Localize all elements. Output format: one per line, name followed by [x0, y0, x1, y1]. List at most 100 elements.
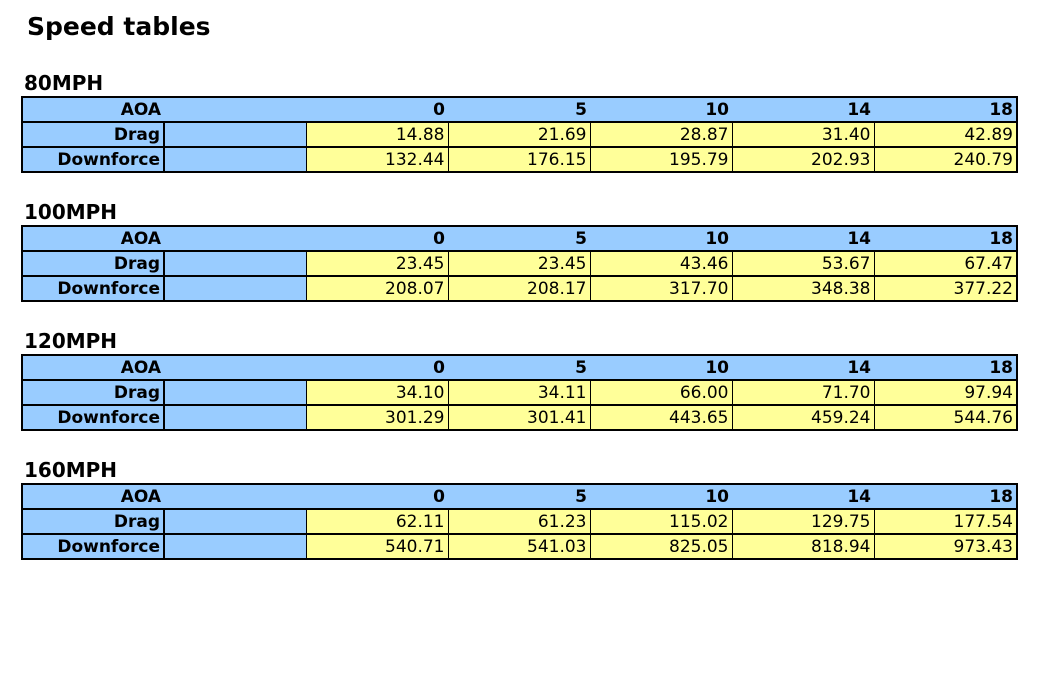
aoa-value: 10	[590, 355, 732, 380]
blank-cell	[164, 533, 307, 559]
row-label: Downforce	[22, 533, 165, 559]
header-row: AOA 0 5 10 14 18	[22, 97, 1017, 122]
aoa-value: 10	[590, 226, 732, 251]
row-label: Drag	[22, 121, 165, 147]
speed-heading: 160MPH	[24, 458, 118, 482]
row-label: Drag	[22, 508, 165, 534]
table-row: Downforce 208.07 208.17 317.70 348.38 377.22	[22, 275, 1018, 301]
aoa-value: 5	[448, 97, 590, 122]
header-row: AOA 0 5 10 14 18	[22, 484, 1017, 509]
aoa-value: 14	[732, 355, 874, 380]
aoa-value: 18	[874, 355, 1017, 380]
value-cell: 43.46	[589, 250, 733, 276]
blank-cell	[164, 379, 307, 405]
value-cell: 23.45	[447, 250, 591, 276]
table-row: Downforce 132.44 176.15 195.79 202.93 240.79	[22, 146, 1018, 172]
speed-table-section: 100MPH AOA 0 5 10 14 18 Drag 23.45 23.45 43.46 53.6…	[21, 199, 1018, 302]
page-title: Speed tables	[27, 12, 211, 41]
value-cell: 176.15	[447, 146, 591, 172]
value-cell: 541.03	[447, 533, 591, 559]
value-cell: 208.07	[305, 275, 449, 301]
value-cell: 544.76	[873, 404, 1018, 430]
speed-table: AOA 0 5 10 14 18 Drag 23.45 23.45 43.46 53.67 67.47…	[21, 225, 1018, 302]
value-cell: 115.02	[589, 508, 733, 534]
blank-cell	[164, 250, 307, 276]
table-row: Downforce 301.29 301.41 443.65 459.24 544.76	[22, 404, 1018, 430]
speed-heading: 100MPH	[24, 200, 118, 224]
row-label: Drag	[22, 379, 165, 405]
value-cell: 195.79	[589, 146, 733, 172]
value-cell: 66.00	[589, 379, 733, 405]
aoa-value: 5	[448, 484, 590, 509]
value-cell: 240.79	[873, 146, 1018, 172]
aoa-value: 18	[874, 484, 1017, 509]
value-cell: 34.10	[305, 379, 449, 405]
value-cell: 348.38	[731, 275, 875, 301]
value-cell: 177.54	[873, 508, 1018, 534]
blank-cell	[164, 275, 307, 301]
value-cell: 97.94	[873, 379, 1018, 405]
table-row: Drag 62.11 61.23 115.02 129.75 177.54	[22, 508, 1018, 534]
table-row: Downforce 540.71 541.03 825.05 818.94 973.43	[22, 533, 1018, 559]
aoa-value: 10	[590, 484, 732, 509]
blank-cell	[164, 146, 307, 172]
value-cell: 67.47	[873, 250, 1018, 276]
value-cell: 42.89	[873, 121, 1018, 147]
row-label: Downforce	[22, 146, 165, 172]
blank-cell	[164, 355, 306, 380]
value-cell: 31.40	[731, 121, 875, 147]
value-cell: 317.70	[589, 275, 733, 301]
value-cell: 62.11	[305, 508, 449, 534]
blank-cell	[164, 508, 307, 534]
speed-table: AOA 0 5 10 14 18 Drag 62.11 61.23 115.02 129.75 177…	[21, 483, 1018, 560]
blank-cell	[164, 97, 306, 122]
blank-cell	[164, 226, 306, 251]
table-row: Drag 23.45 23.45 43.46 53.67 67.47	[22, 250, 1018, 276]
row-label: Drag	[22, 250, 165, 276]
speed-table-section: 120MPH AOA 0 5 10 14 18 Drag 34.10 34.11 66.00 71.7…	[21, 328, 1018, 431]
speed-heading: 120MPH	[24, 329, 118, 353]
value-cell: 540.71	[305, 533, 449, 559]
value-cell: 301.41	[447, 404, 591, 430]
value-cell: 443.65	[589, 404, 733, 430]
header-row: AOA 0 5 10 14 18	[22, 355, 1017, 380]
header-row: AOA 0 5 10 14 18	[22, 226, 1017, 251]
row-label: Downforce	[22, 275, 165, 301]
value-cell: 202.93	[731, 146, 875, 172]
aoa-value: 14	[732, 226, 874, 251]
aoa-value: 18	[874, 97, 1017, 122]
value-cell: 71.70	[731, 379, 875, 405]
value-cell: 459.24	[731, 404, 875, 430]
blank-cell	[164, 484, 306, 509]
value-cell: 301.29	[305, 404, 449, 430]
aoa-value: 0	[306, 484, 448, 509]
value-cell: 61.23	[447, 508, 591, 534]
blank-cell	[164, 404, 307, 430]
aoa-label: AOA	[22, 355, 164, 380]
value-cell: 973.43	[873, 533, 1018, 559]
value-cell: 377.22	[873, 275, 1018, 301]
aoa-value: 0	[306, 355, 448, 380]
aoa-value: 18	[874, 226, 1017, 251]
aoa-value: 5	[448, 226, 590, 251]
aoa-value: 0	[306, 226, 448, 251]
value-cell: 21.69	[447, 121, 591, 147]
value-cell: 14.88	[305, 121, 449, 147]
value-cell: 23.45	[305, 250, 449, 276]
aoa-value: 14	[732, 484, 874, 509]
aoa-value: 14	[732, 97, 874, 122]
value-cell: 818.94	[731, 533, 875, 559]
speed-table-section: 160MPH AOA 0 5 10 14 18 Drag 62.11 61.23 115.02 129…	[21, 457, 1018, 560]
speed-heading: 80MPH	[24, 71, 104, 95]
speed-table: AOA 0 5 10 14 18 Drag 14.88 21.69 28.87 31.40 42.89…	[21, 96, 1018, 173]
value-cell: 53.67	[731, 250, 875, 276]
aoa-value: 5	[448, 355, 590, 380]
row-label: Downforce	[22, 404, 165, 430]
value-cell: 208.17	[447, 275, 591, 301]
table-row: Drag 34.10 34.11 66.00 71.70 97.94	[22, 379, 1018, 405]
value-cell: 132.44	[305, 146, 449, 172]
value-cell: 28.87	[589, 121, 733, 147]
value-cell: 129.75	[731, 508, 875, 534]
speed-table-section: 80MPH AOA 0 5 10 14 18 Drag 14.88 21.69 28.87 31.40…	[21, 70, 1018, 173]
table-row: Drag 14.88 21.69 28.87 31.40 42.89	[22, 121, 1018, 147]
